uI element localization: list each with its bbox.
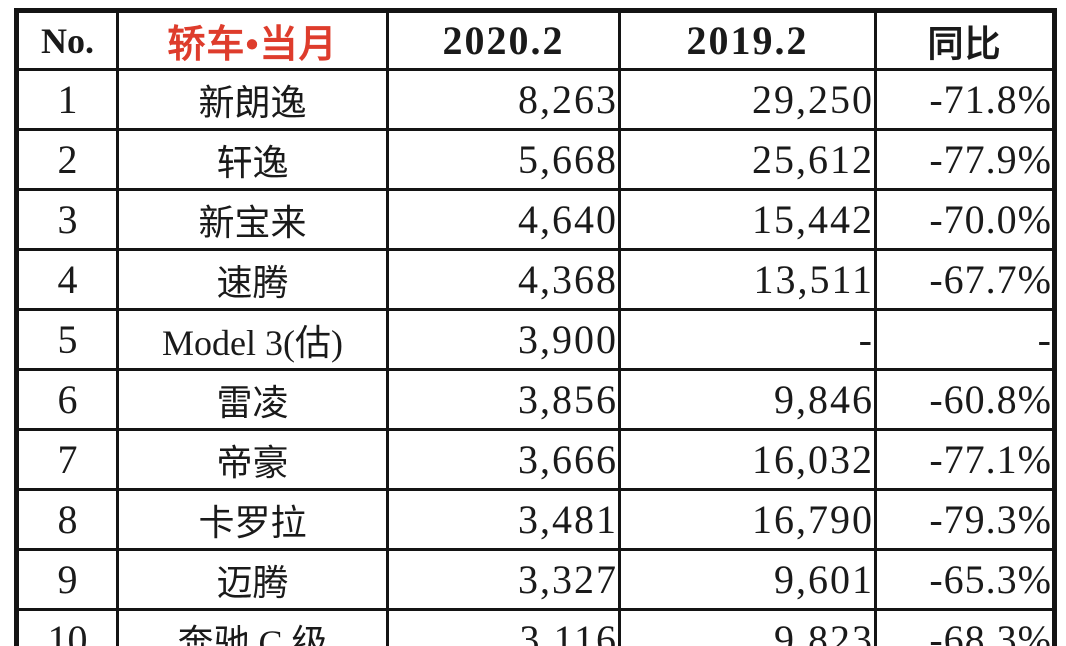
cell-sales-2020-2: 3,327 xyxy=(386,548,621,611)
cell-model-name: 轩逸 xyxy=(116,128,389,191)
cell-model-name: Model 3(估) xyxy=(116,308,389,371)
cell-rank: 7 xyxy=(15,428,119,491)
table-row: 5 Model 3(估) 3,900- - xyxy=(15,308,1056,371)
table-row: 3 新宝来 4,640 15,442 -70.0% xyxy=(15,188,1056,251)
table-row: 2 轩逸 5,668 25,612 -77.9% xyxy=(15,128,1056,191)
cell-model-name: 卡罗拉 xyxy=(116,488,389,551)
cell-sales-2019-2: 15,442 xyxy=(618,188,877,251)
cell-model-name: 新宝来 xyxy=(116,188,389,251)
cell-sales-2020-2: 5,668 xyxy=(386,128,621,191)
cell-yoy-change: -70.0% xyxy=(874,188,1056,251)
column-header-2019-2: 2019.2 xyxy=(618,9,877,71)
cell-yoy-change: -60.8% xyxy=(874,368,1056,431)
cell-sales-2020-2: 4,640 xyxy=(386,188,621,251)
cell-sales-2020-2: 3,116 xyxy=(386,608,621,646)
cell-yoy-change: -71.8% xyxy=(874,68,1056,131)
cell-rank: 6 xyxy=(15,368,119,431)
cell-sales-2019-2: 16,032 xyxy=(618,428,877,491)
cell-model-name: 迈腾 xyxy=(116,548,389,611)
cell-rank: 9 xyxy=(15,548,119,611)
sedan-monthly-sales-table: No. 轿车•当月 2020.2 2019.2 同比 1 新朗逸 8,263 29,2… xyxy=(14,8,1057,646)
cell-sales-2020-2: 3,856 xyxy=(386,368,621,431)
cell-sales-2019-2: 13,511 xyxy=(618,248,877,311)
cell-model-name: 新朗逸 xyxy=(116,68,389,131)
cell-yoy-change: - xyxy=(874,308,1056,371)
table-body: 1 新朗逸 8,263 29,250 -71.8% 2 轩逸 5,668 25,612 -77.9… xyxy=(15,68,1056,646)
cell-yoy-change: -79.3% xyxy=(874,488,1056,551)
cell-sales-2019-2: 25,612 xyxy=(618,128,877,191)
cell-sales-2019-2: 9,823 xyxy=(618,608,877,646)
table-row: 1 新朗逸 8,263 29,250 -71.8% xyxy=(15,68,1056,131)
table-row: 10 奔驰 C 级 3,116 9,823 -68.3% xyxy=(15,608,1056,646)
cell-sales-2020-2: 4,368 xyxy=(386,248,621,311)
cell-sales-2019-2: 9,601 xyxy=(618,548,877,611)
cell-sales-2019-2: 16,790 xyxy=(618,488,877,551)
header-row: No. 轿车•当月 2020.2 2019.2 同比 xyxy=(15,9,1056,71)
cell-rank: 2 xyxy=(15,128,119,191)
cell-model-name: 奔驰 C 级 xyxy=(116,608,389,646)
cell-sales-2020-2: 3,666 xyxy=(386,428,621,491)
cell-yoy-change: -67.7% xyxy=(874,248,1056,311)
cell-model-name: 帝豪 xyxy=(116,428,389,491)
column-header-2020-2: 2020.2 xyxy=(386,9,621,71)
table-row: 9 迈腾 3,327 9,601 -65.3% xyxy=(15,548,1056,611)
cell-yoy-change: -68.3% xyxy=(874,608,1056,646)
cell-sales-2020-2: 8,263 xyxy=(386,68,621,131)
cell-yoy-change: -77.9% xyxy=(874,128,1056,191)
cell-rank: 1 xyxy=(15,68,119,131)
cell-sales-2019-2: 9,846 xyxy=(618,368,877,431)
cell-rank: 8 xyxy=(15,488,119,551)
cell-yoy-change: -65.3% xyxy=(874,548,1056,611)
cell-model-name: 速腾 xyxy=(116,248,389,311)
cell-yoy-change: -77.1% xyxy=(874,428,1056,491)
cell-sales-2019-2: - xyxy=(618,308,877,371)
cell-model-name: 雷凌 xyxy=(116,368,389,431)
cell-rank: 3 xyxy=(15,188,119,251)
cell-sales-2020-2: 3,900 xyxy=(386,308,621,371)
table-row: 7 帝豪 3,666 16,032 -77.1% xyxy=(15,428,1056,491)
cell-sales-2020-2: 3,481 xyxy=(386,488,621,551)
column-header-no: No. xyxy=(15,9,119,71)
column-header-yoy: 同比 xyxy=(874,9,1056,71)
table-row: 4 速腾 4,368 13,511 -67.7% xyxy=(15,248,1056,311)
cell-rank: 4 xyxy=(15,248,119,311)
column-header-sedan-current-month: 轿车•当月 xyxy=(116,9,389,71)
cell-rank: 5 xyxy=(15,308,119,371)
cell-sales-2019-2: 29,250 xyxy=(618,68,877,131)
table-row: 8 卡罗拉 3,481 16,790 -79.3% xyxy=(15,488,1056,551)
cell-rank: 10 xyxy=(15,608,119,646)
table-row: 6 雷凌 3,856 9,846 -60.8% xyxy=(15,368,1056,431)
